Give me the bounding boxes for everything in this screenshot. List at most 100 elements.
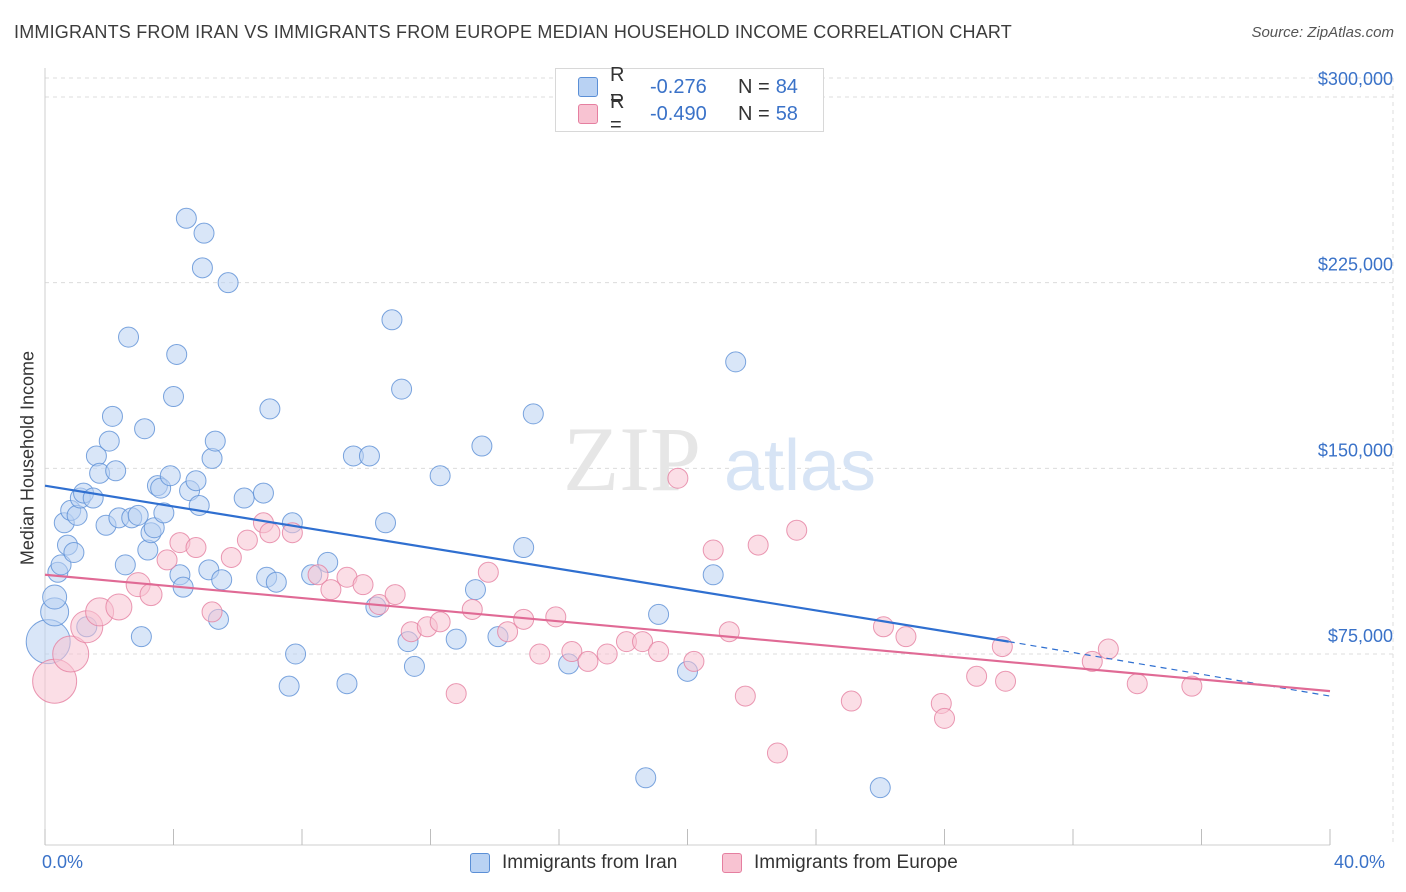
iran-trend-line	[44, 484, 1009, 643]
europe-point	[648, 641, 670, 663]
series-name: Immigrants from Europe	[754, 852, 958, 873]
europe-point	[185, 537, 207, 559]
series-legend-iran: Immigrants from Iran	[470, 852, 677, 874]
europe-point	[384, 584, 406, 606]
europe-point	[352, 574, 374, 596]
europe-point	[734, 685, 756, 707]
iran-point	[114, 554, 136, 576]
y-tick-label: $150,000	[1318, 440, 1393, 460]
iran-point	[66, 504, 88, 526]
europe-point	[995, 670, 1017, 692]
europe-point	[529, 643, 551, 665]
iran-point	[185, 470, 207, 492]
europe-point	[840, 690, 862, 712]
europe-point	[156, 549, 178, 571]
europe-point	[307, 564, 329, 586]
iran-point	[166, 343, 188, 365]
europe-point	[461, 598, 483, 620]
europe-point	[52, 635, 90, 673]
iran-point	[358, 445, 380, 467]
legend-row-europe: R = -0.490 N = 58	[578, 91, 798, 136]
iran-point	[285, 643, 307, 665]
iran-point	[429, 465, 451, 487]
europe-point	[561, 641, 583, 663]
europe-point	[477, 561, 499, 583]
iran-point	[513, 537, 535, 559]
europe-point	[545, 606, 567, 628]
europe-point	[683, 650, 705, 672]
tick-labels: $75,000 $150,000 $225,000 $300,000	[1318, 69, 1393, 646]
chart-title: IMMIGRANTS FROM IRAN VS IMMIGRANTS FROM …	[14, 22, 1012, 42]
iran-point	[50, 554, 72, 576]
n-value: 84	[775, 75, 798, 98]
series-legend-europe: Immigrants from Europe	[722, 852, 958, 874]
europe-point	[220, 546, 242, 568]
iran-point	[159, 465, 181, 487]
europe-point	[747, 534, 769, 556]
europe-point	[105, 593, 133, 621]
watermark: ZIP atlas	[563, 408, 876, 510]
iran-point	[130, 626, 152, 648]
europe-point	[320, 579, 342, 601]
iran-swatch-icon	[470, 853, 490, 873]
europe-point	[1181, 675, 1203, 697]
iran-point	[233, 487, 255, 509]
iran-point	[193, 222, 215, 244]
iran-point	[635, 767, 657, 789]
europe-trend-line	[44, 573, 1331, 693]
data-points	[25, 207, 1203, 799]
iran-point	[134, 418, 156, 440]
y-axis-label: Median Household Income	[17, 350, 38, 566]
iran-point	[105, 460, 127, 482]
y-tick-label: $225,000	[1318, 255, 1393, 275]
iran-point	[63, 542, 85, 564]
iran-point	[204, 430, 226, 452]
iran-point	[98, 430, 120, 452]
iran-point	[265, 571, 287, 593]
iran-point	[163, 386, 184, 408]
iran-trend-extension	[1008, 641, 1331, 697]
iran-point	[648, 603, 670, 625]
europe-point	[259, 522, 281, 544]
europe-swatch-icon	[578, 104, 598, 124]
iran-point	[259, 398, 281, 420]
n-value: 58	[775, 102, 798, 125]
europe-point	[667, 467, 689, 489]
watermark-atlas: atlas	[724, 426, 876, 506]
x-tick-label-min: 0.0%	[42, 852, 84, 872]
iran-point	[445, 628, 467, 650]
watermark-zip: ZIP	[563, 408, 701, 510]
r-label: R =	[610, 91, 625, 136]
europe-point	[139, 583, 163, 607]
iran-point	[191, 257, 213, 279]
iran-point	[118, 326, 140, 348]
iran-swatch-icon	[578, 77, 598, 97]
europe-point	[632, 631, 654, 653]
iran-point	[391, 378, 413, 400]
europe-point	[702, 539, 724, 561]
iran-point	[211, 569, 233, 591]
iran-point	[82, 487, 104, 509]
iran-point	[175, 207, 197, 229]
europe-point	[236, 529, 258, 551]
europe-point	[766, 742, 788, 764]
europe-point	[786, 519, 808, 541]
series-legend: Immigrants from Iran Immigrants from Eur…	[0, 852, 1406, 878]
iran-point	[375, 512, 397, 534]
iran-point	[153, 502, 175, 524]
iran-point	[869, 777, 891, 799]
europe-point	[445, 683, 467, 705]
iran-point	[127, 504, 149, 526]
n-label: N =	[738, 75, 770, 98]
europe-point	[1097, 638, 1119, 660]
iran-point	[336, 673, 358, 695]
y-tick-label: $75,000	[1328, 626, 1393, 646]
iran-point	[137, 539, 159, 561]
iran-point	[522, 403, 544, 425]
iran-point	[278, 675, 300, 697]
europe-point	[596, 643, 618, 665]
x-tick-label-max: 40.0%	[1334, 852, 1386, 872]
y-tick-label: $300,000	[1318, 69, 1393, 89]
